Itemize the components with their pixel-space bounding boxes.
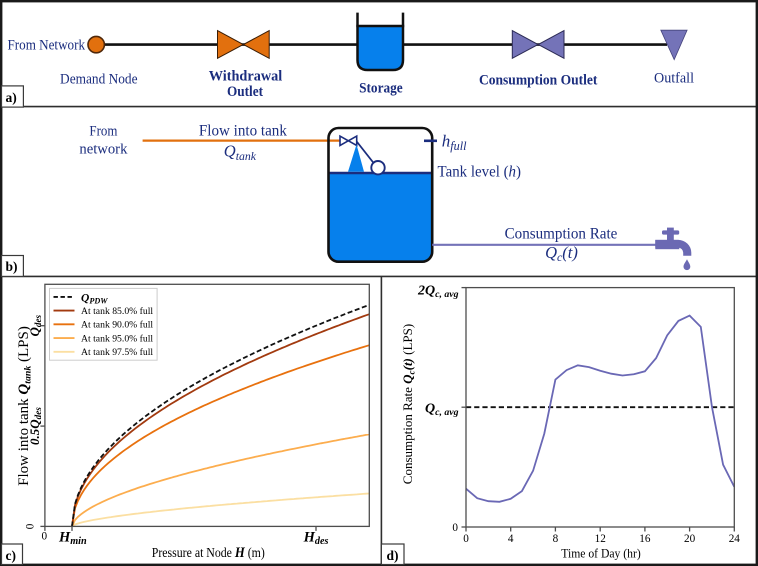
svg-text:a): a) [6, 90, 17, 105]
svg-text:Consumption Outlet: Consumption Outlet [479, 73, 598, 89]
svg-text:Consumption Rate: Consumption Rate [505, 226, 618, 243]
svg-text:Withdrawal: Withdrawal [209, 69, 283, 85]
svg-text:24: 24 [729, 533, 741, 545]
svg-text:Pressure at Node H (m): Pressure at Node H (m) [152, 545, 265, 561]
svg-text:c): c) [6, 548, 17, 563]
svg-text:0: 0 [25, 523, 37, 529]
svg-text:QPDW: QPDW [81, 292, 108, 305]
svg-text:From Network: From Network [8, 38, 86, 54]
svg-text:From: From [89, 123, 117, 139]
svg-text:Tank level (h): Tank level (h) [438, 164, 522, 181]
svg-text:0: 0 [452, 522, 458, 534]
svg-text:At tank 95.0% full: At tank 95.0% full [81, 333, 153, 344]
svg-text:Outlet: Outlet [227, 84, 263, 100]
svg-text:b): b) [6, 259, 18, 274]
svg-text:At tank 85.0% full: At tank 85.0% full [81, 306, 153, 317]
svg-text:Qc(t): Qc(t) [545, 243, 578, 264]
svg-text:Time of Day (hr): Time of Day (hr) [561, 546, 641, 561]
svg-text:network: network [79, 142, 127, 158]
svg-text:0: 0 [42, 531, 48, 543]
svg-text:8: 8 [553, 533, 559, 545]
svg-text:16: 16 [639, 533, 651, 545]
svg-text:d): d) [387, 548, 399, 563]
svg-text:Outfall: Outfall [654, 71, 694, 87]
svg-text:Flow into tank: Flow into tank [199, 122, 287, 139]
svg-text:20: 20 [684, 533, 696, 545]
svg-text:0: 0 [463, 533, 469, 545]
svg-text:Demand Node: Demand Node [60, 72, 138, 88]
svg-text:At tank 97.5% full: At tank 97.5% full [81, 347, 153, 358]
svg-text:Storage: Storage [359, 81, 403, 97]
svg-text:4: 4 [508, 533, 514, 545]
svg-text:Flow into tank Qtank (LPS): Flow into tank Qtank (LPS) [16, 326, 34, 486]
svg-text:12: 12 [595, 533, 606, 545]
svg-text:At tank 90.0% full: At tank 90.0% full [81, 320, 153, 331]
svg-text:Consumption Rate Qc(t) (LPS): Consumption Rate Qc(t) (LPS) [400, 324, 416, 484]
